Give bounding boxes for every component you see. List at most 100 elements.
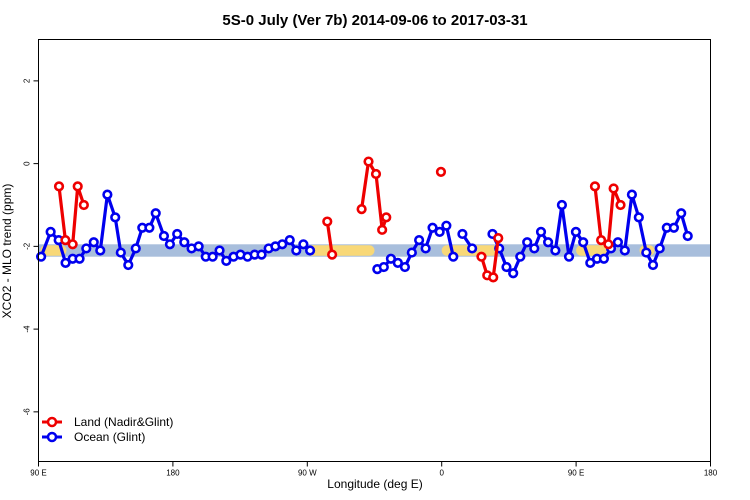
- land-point-5-3: [608, 183, 619, 194]
- ocean-point-0-10: [110, 212, 121, 223]
- land-line-1: [325, 221, 334, 255]
- ocean-point-0-9: [102, 189, 113, 200]
- ocean-point-2-0: [457, 228, 468, 240]
- x-tick-label-0: 90 E: [30, 469, 46, 478]
- y-tick-label-4: -6: [23, 408, 32, 416]
- ocean-point-0-24: [207, 251, 218, 262]
- ocean-point-0-25: [214, 245, 225, 256]
- land-point-3-0: [435, 166, 447, 177]
- land-point-2-0: [356, 204, 367, 215]
- ocean-point-0-15: [144, 222, 155, 233]
- chart-title: 5S-0 July (Ver 7b) 2014-09-06 to 2017-03…: [222, 12, 527, 29]
- x-tick-label-1: 180: [166, 469, 180, 478]
- ocean-point-0-17: [158, 230, 170, 242]
- land-point-5-4: [615, 199, 626, 211]
- ocean-point-3-28: [682, 230, 693, 242]
- ocean-point-0-37: [298, 239, 309, 250]
- ocean-point-1-5: [406, 247, 417, 258]
- land-line-0: [57, 184, 86, 246]
- y-tick-label-2: -2: [23, 242, 32, 250]
- ocean-point-0-13: [130, 243, 141, 254]
- ocean-point-3-21: [633, 212, 644, 223]
- x-tick-label-5: 180: [704, 469, 718, 478]
- y-tick-label-0: 2: [23, 78, 32, 83]
- ocean-point-3-7: [535, 226, 547, 237]
- ocean-point-1-8: [427, 222, 438, 233]
- ocean-point-3-4: [515, 251, 526, 262]
- ocean-point-3-10: [556, 199, 568, 211]
- ocean-point-3-3: [508, 268, 519, 279]
- ocean-point-3-5: [522, 237, 533, 248]
- ocean-point-3-27: [676, 208, 687, 219]
- land-point-0-1: [60, 235, 71, 246]
- land-point-4-2: [488, 272, 499, 283]
- land-point-4-3: [493, 232, 504, 244]
- ocean-point-3-19: [619, 245, 630, 256]
- land-point-1-0: [322, 216, 333, 227]
- ocean-point-1-6: [414, 235, 425, 246]
- ocean-point-3-11: [563, 251, 575, 262]
- ocean-point-0-8: [95, 245, 106, 256]
- legend-land-marker: [46, 416, 58, 428]
- legend: Land (Nadir&Glint) Ocean (Glint): [42, 415, 173, 444]
- ocean-point-1-4: [399, 261, 411, 273]
- x-tick-label-4: 90 E: [568, 469, 584, 478]
- land-point-0-0: [53, 181, 65, 192]
- ocean-point-0-3: [60, 257, 71, 269]
- y-tick-label-1: 0: [23, 161, 32, 166]
- ocean-point-3-12: [570, 226, 582, 237]
- land-point-2-2: [370, 168, 382, 180]
- ocean-point-1-1: [378, 261, 389, 273]
- ocean-point-0-7: [88, 237, 99, 248]
- ocean-point-3-22: [641, 247, 652, 258]
- ocean-point-0-34: [277, 239, 288, 250]
- ocean-point-3-18: [612, 237, 624, 248]
- ocean-point-1-2: [385, 253, 397, 264]
- legend-land-label: Land (Nadir&Glint): [74, 415, 173, 429]
- ocean-point-0-0: [36, 251, 47, 262]
- x-axis-label: Longitude (deg E): [327, 477, 422, 491]
- ocean-point-1-9: [434, 226, 445, 237]
- ocean-point-0-11: [115, 247, 126, 258]
- ocean-point-0-31: [256, 249, 267, 260]
- y-axis-label: XCO2 - MLO trend (ppm): [0, 184, 14, 319]
- ocean-point-0-35: [284, 235, 295, 246]
- ocean-point-0-5: [74, 253, 85, 264]
- ocean-point-3-2: [501, 261, 512, 273]
- y-tick-label-3: -4: [23, 325, 32, 333]
- x-tick-label-2: 90 W: [298, 469, 317, 478]
- plot-frame: [38, 39, 711, 462]
- land-point-0-4: [78, 199, 89, 211]
- ocean-point-3-24: [654, 243, 665, 254]
- band-yellow-1: [307, 245, 375, 256]
- ocean-point-1-10: [441, 220, 452, 231]
- land-point-0-3: [72, 181, 83, 192]
- ocean-point-1-11: [448, 251, 459, 262]
- ocean-point-0-36: [291, 245, 302, 256]
- ocean-point-1-3: [392, 257, 403, 269]
- land-point-2-1: [363, 156, 374, 167]
- ocean-point-0-1: [45, 226, 56, 237]
- ocean-point-3-8: [542, 237, 554, 248]
- ocean-point-3-13: [578, 237, 589, 248]
- legend-ocean-marker: [46, 431, 58, 443]
- ocean-point-3-6: [529, 243, 540, 254]
- ocean-point-0-20: [179, 237, 190, 248]
- ocean-point-0-16: [150, 208, 161, 219]
- y-axis: 2 0 -2 -4 -6: [23, 78, 39, 415]
- land-point-5-0: [589, 181, 601, 192]
- land-point-5-2: [603, 239, 614, 250]
- ocean-point-0-26: [221, 255, 232, 266]
- ocean-point-0-38: [305, 245, 316, 256]
- ocean-point-0-18: [164, 239, 176, 250]
- ocean-point-3-23: [647, 259, 659, 271]
- ocean-point-0-6: [81, 243, 92, 254]
- legend-ocean-label: Ocean (Glint): [74, 430, 145, 444]
- land-point-2-3: [377, 224, 388, 235]
- ocean-point-3-20: [626, 189, 638, 200]
- data-series: [36, 156, 693, 283]
- ocean-point-3-26: [668, 222, 680, 233]
- land-point-5-1: [596, 235, 607, 246]
